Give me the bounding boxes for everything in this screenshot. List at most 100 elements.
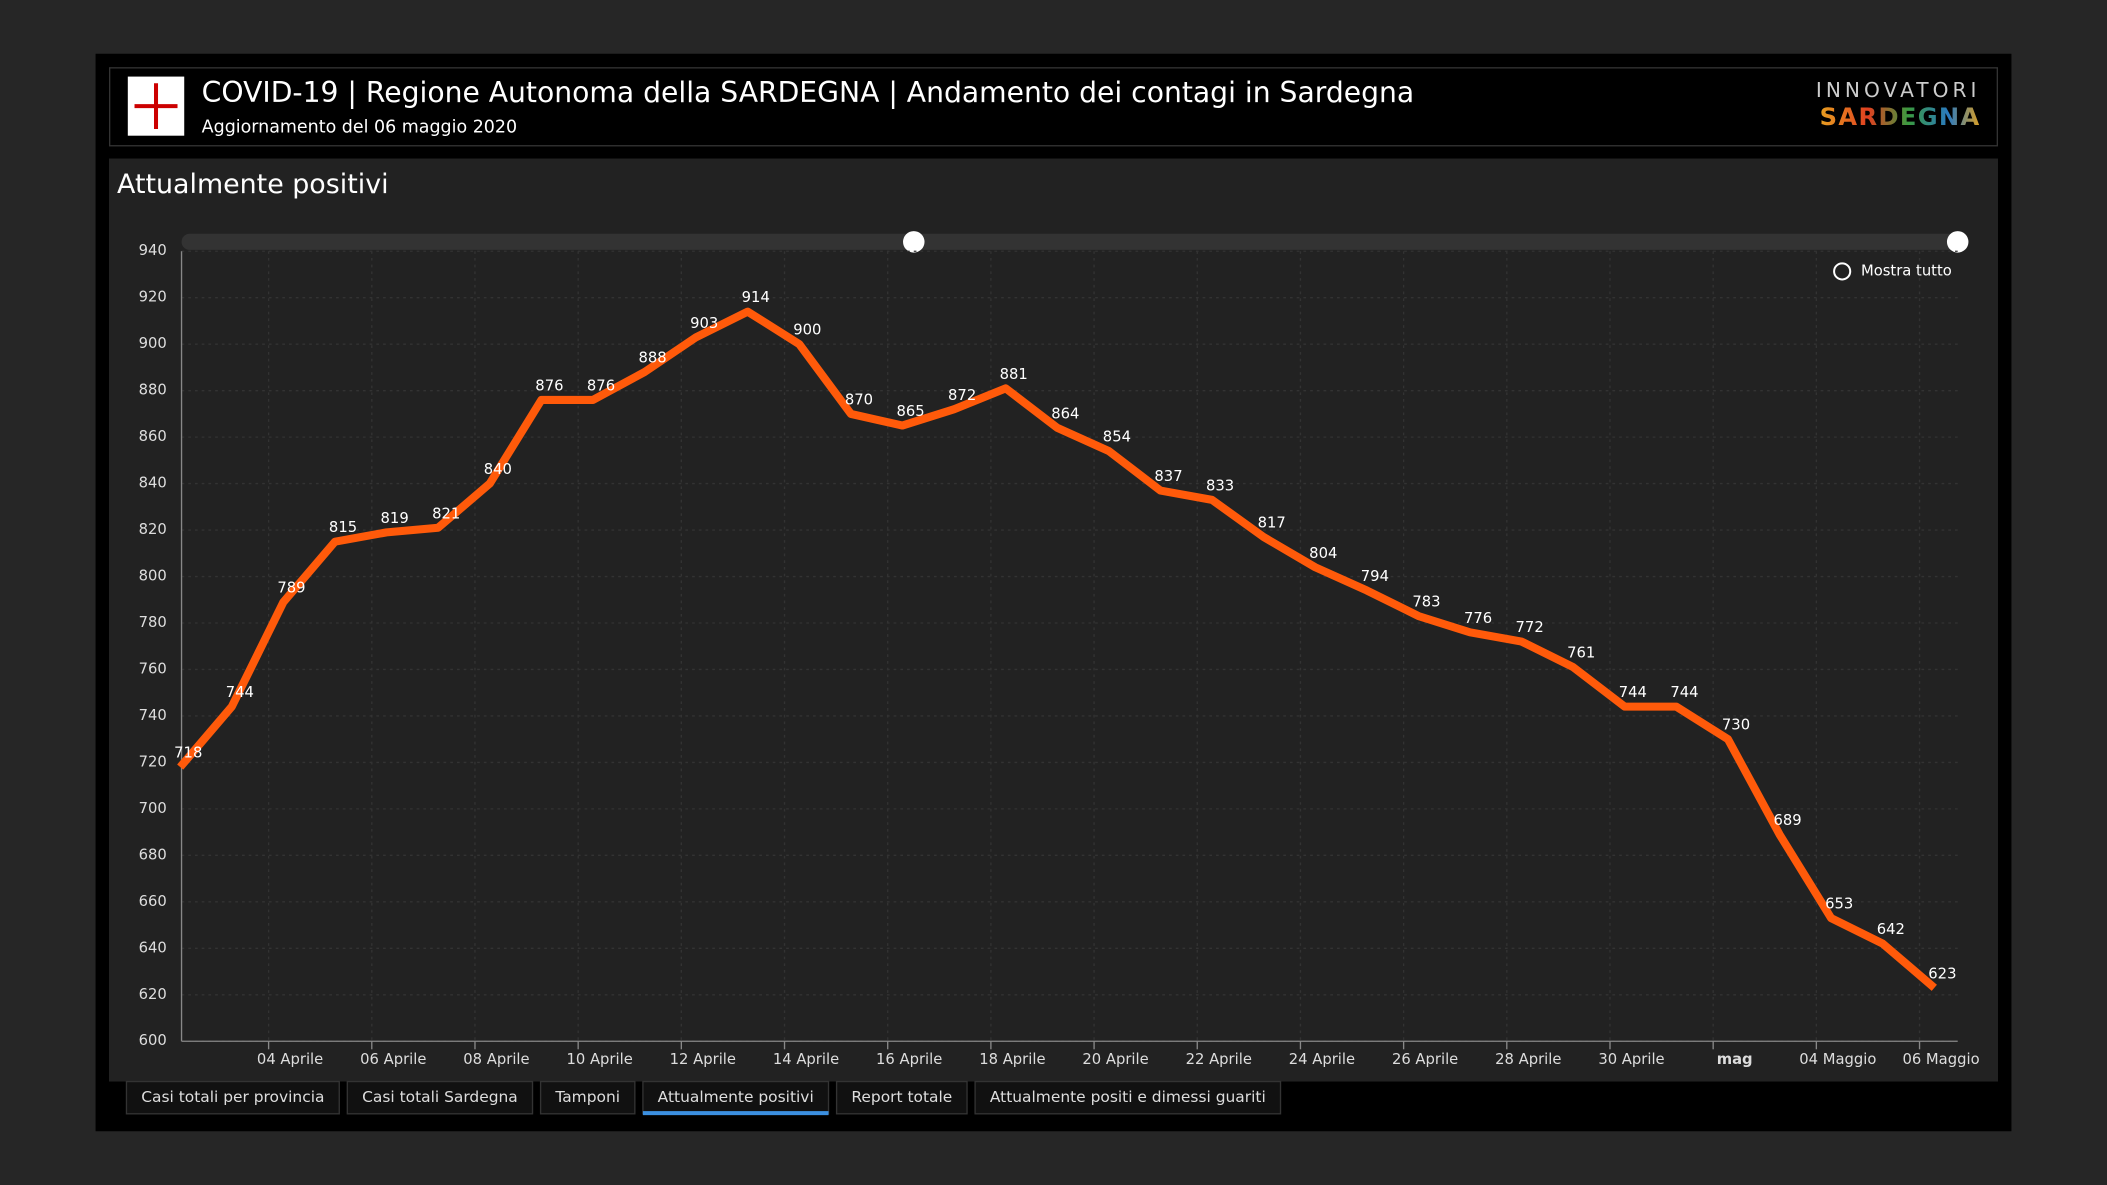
data-label: 776 xyxy=(1464,610,1492,627)
data-label: 817 xyxy=(1258,515,1286,532)
tab-label[interactable]: Attualmente positivi xyxy=(658,1088,814,1106)
data-label: 689 xyxy=(1774,812,1802,829)
data-label: 653 xyxy=(1825,896,1853,913)
x-tick-label: 30 Aprile xyxy=(1598,1051,1664,1068)
y-tick-label: 800 xyxy=(139,568,167,585)
tab-label[interactable]: Attualmente positi e dimessi guariti xyxy=(990,1088,1266,1106)
header-box xyxy=(108,67,1999,147)
y-tick-label: 920 xyxy=(139,289,167,306)
data-label: 864 xyxy=(1051,405,1079,422)
tab-bar: Casi totali per provincia Casi totali Sar… xyxy=(125,1080,1282,1116)
data-label: 833 xyxy=(1206,477,1234,494)
y-tick-label: 660 xyxy=(139,893,167,910)
tab[interactable] xyxy=(125,1080,340,1115)
y-tick-label: 940 xyxy=(139,242,167,259)
data-label: 854 xyxy=(1103,429,1131,446)
data-label: 900 xyxy=(793,322,821,339)
tab[interactable] xyxy=(346,1080,534,1115)
data-label: 642 xyxy=(1877,921,1905,938)
data-label: 761 xyxy=(1567,645,1595,662)
x-tick-label: 06 Maggio xyxy=(1902,1051,1979,1068)
slider-handle[interactable] xyxy=(903,231,925,253)
series-line xyxy=(177,307,1937,991)
header-subtitle: Aggiornamento del 06 maggio 2020 xyxy=(202,118,517,138)
y-tick-label: 700 xyxy=(139,800,167,817)
data-label: 865 xyxy=(896,403,924,420)
tab[interactable] xyxy=(974,1080,1282,1115)
x-tick-label: 08 Aprile xyxy=(463,1051,529,1068)
x-tick-label: 14 Aprile xyxy=(773,1051,839,1068)
data-label: 876 xyxy=(587,378,615,395)
x-tick-label: 04 Aprile xyxy=(257,1051,323,1068)
y-tick-label: 760 xyxy=(139,660,167,677)
data-label: 821 xyxy=(432,505,460,522)
data-label: 815 xyxy=(329,519,357,536)
y-tick-label: 880 xyxy=(139,382,167,399)
x-tick-label: 20 Aprile xyxy=(1082,1051,1148,1068)
data-label: 881 xyxy=(1000,366,1028,383)
y-tick-label: 860 xyxy=(139,428,167,445)
data-label: 789 xyxy=(277,580,305,597)
tab-label[interactable]: Tamponi xyxy=(554,1088,620,1106)
data-label: 718 xyxy=(174,745,202,762)
range-slider[interactable] xyxy=(181,233,1958,250)
slider-handle[interactable] xyxy=(1946,231,1969,253)
data-label: 744 xyxy=(226,684,254,701)
y-tick-label: 780 xyxy=(139,614,167,631)
x-tick-label: 10 Aprile xyxy=(566,1051,632,1068)
y-tick-label: 900 xyxy=(139,335,167,352)
tab[interactable] xyxy=(642,1080,830,1115)
x-tick-label: 28 Aprile xyxy=(1495,1051,1561,1068)
data-label: 804 xyxy=(1309,545,1337,562)
y-tick-label: 620 xyxy=(139,986,167,1003)
y-tick-label: 720 xyxy=(139,753,167,770)
header-title: COVID-19 | Regione Autonoma della SARDEG… xyxy=(202,76,1414,109)
data-label: 730 xyxy=(1722,717,1750,734)
x-tick-label: mag xyxy=(1717,1051,1753,1068)
zoom-label[interactable]: Mostra tutto xyxy=(1861,262,1952,279)
data-label: 837 xyxy=(1154,468,1182,485)
chart-panel xyxy=(108,158,1999,1082)
data-label: 914 xyxy=(742,289,770,306)
y-tick-label: 600 xyxy=(139,1032,167,1049)
y-tick-label: 680 xyxy=(139,846,167,863)
data-label: 903 xyxy=(690,315,718,332)
x-tick-label: 22 Aprile xyxy=(1186,1051,1252,1068)
data-label: 819 xyxy=(381,510,409,527)
zoom-button[interactable]: Mostra tutto xyxy=(1833,262,1952,281)
zoom-icon xyxy=(1833,262,1852,281)
plot: 600 620 640 660 680 700 720 740 760 780 800 820 840 8… xyxy=(139,242,1980,1068)
y-tick-label: 820 xyxy=(139,521,167,538)
data-label: 870 xyxy=(845,391,873,408)
x-tick-label: 24 Aprile xyxy=(1289,1051,1355,1068)
x-tick-label: 06 Aprile xyxy=(360,1051,426,1068)
data-label: 744 xyxy=(1619,684,1647,701)
tab-label[interactable]: Report totale xyxy=(851,1088,952,1106)
brand-line1: INNOVATORI xyxy=(1816,78,1981,102)
logo-cross xyxy=(134,83,178,129)
data-label: 876 xyxy=(535,378,563,395)
brand-line2: SARDEGNA xyxy=(1820,103,1981,131)
x-tick-label: 26 Aprile xyxy=(1392,1051,1458,1068)
data-label: 794 xyxy=(1361,568,1389,585)
x-tick-label: 16 Aprile xyxy=(876,1051,942,1068)
tab[interactable] xyxy=(539,1080,636,1115)
x-tick-label: 12 Aprile xyxy=(670,1051,736,1068)
y-tick-label: 840 xyxy=(139,475,167,492)
y-tick-label: 740 xyxy=(139,707,167,724)
data-label: 872 xyxy=(948,387,976,404)
x-tick-label: 04 Maggio xyxy=(1799,1051,1876,1068)
data-label: 783 xyxy=(1412,594,1440,611)
x-tick-label: 18 Aprile xyxy=(979,1051,1045,1068)
data-label: 623 xyxy=(1928,965,1956,982)
chart-title: Attualmente positivi xyxy=(117,169,389,200)
active-tab-indicator xyxy=(642,1111,829,1116)
y-tick-label: 640 xyxy=(139,939,167,956)
tab-label[interactable]: Casi totali Sardegna xyxy=(362,1088,518,1106)
data-label: 840 xyxy=(484,461,512,478)
tab-label[interactable]: Casi totali per provincia xyxy=(141,1088,324,1106)
data-label: 772 xyxy=(1516,619,1544,636)
tab[interactable] xyxy=(835,1080,968,1115)
